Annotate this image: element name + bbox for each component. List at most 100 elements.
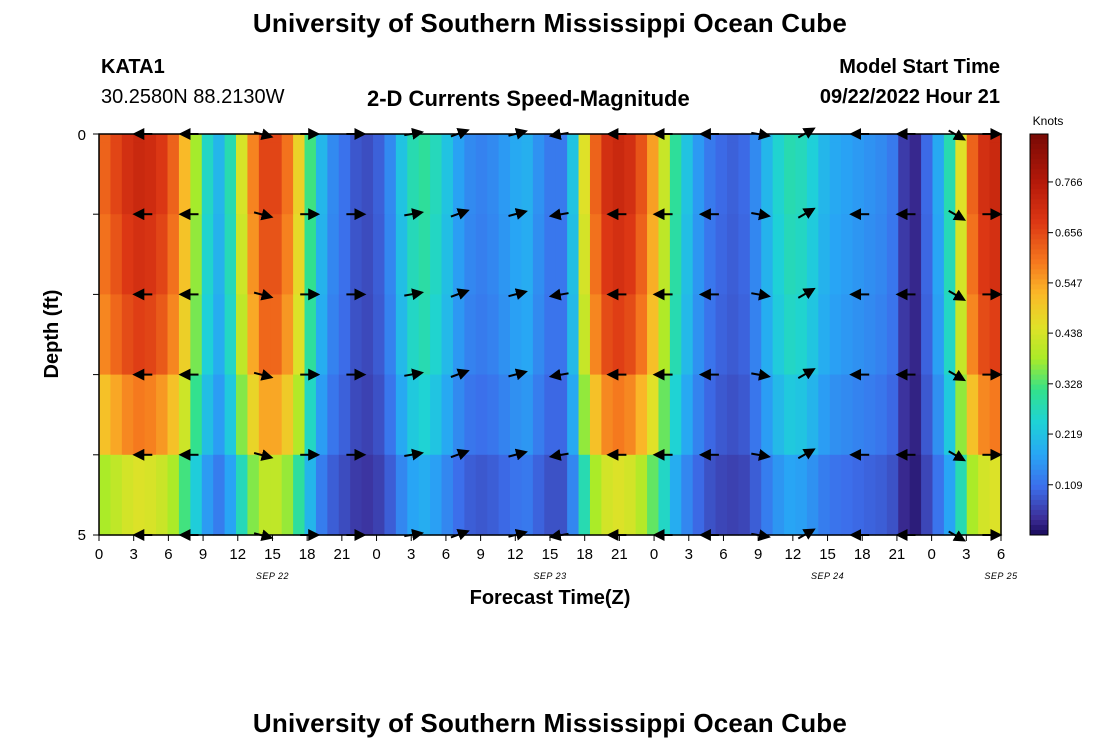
heat-cell [829,142,842,215]
current-vector-arrow [797,207,816,219]
heat-cell [133,454,146,536]
heat-cell [966,134,979,143]
heat-cell [224,142,237,215]
heat-cell [110,454,123,536]
heat-cell [395,134,408,143]
heat-cell [498,134,511,143]
x-tick-label: 6 [442,546,450,563]
x-tick-label: 18 [299,546,316,563]
x-tick-label: 12 [229,546,246,563]
heat-cell [578,374,591,456]
heat-cell [624,454,637,536]
heat-cell [863,134,877,143]
colorbar-segment [1030,254,1048,260]
heat-cell [795,454,808,536]
colorbar-segment [1030,144,1048,150]
current-vector-arrow [253,449,274,461]
heat-cell [258,374,271,456]
heat-cell [213,214,226,295]
heat-cell [589,294,602,376]
colorbar-segment [1030,439,1048,446]
heat-cell [521,142,534,215]
heat-cell [121,454,134,536]
current-vector-arrow [404,368,425,381]
colorbar-segment [1030,294,1048,300]
heat-cell [784,134,797,143]
heat-cell [464,142,477,215]
colorbar-segment [1030,334,1048,341]
heat-cell [704,374,717,456]
x-tick-label: 6 [164,546,172,563]
heat-cell [921,142,934,215]
colorbar-segment [1030,279,1048,285]
heat-cell [407,142,420,215]
x-tick-label: 3 [130,546,138,563]
x-tick-label: 0 [372,546,380,563]
x-tick-label: 3 [962,546,970,563]
heat-cell [281,142,294,215]
heat-cell [327,214,340,295]
heat-cell [921,454,934,536]
heat-cell [589,214,602,295]
heat-cell [589,134,602,143]
current-vector-arrow [450,288,470,300]
heat-cell [498,294,511,376]
heat-cell [430,454,443,536]
heat-cell [395,214,408,295]
colorbar-segment [1030,454,1048,461]
heat-cell [989,294,1002,376]
heat-cell [601,374,614,456]
heat-cell [395,454,408,536]
heat-cell [943,294,956,376]
heat-cell [612,374,625,456]
heat-cell [133,142,146,215]
colorbar-segment [1030,349,1048,356]
heat-cell [464,214,477,295]
heat-cell [464,454,477,536]
heat-cell [441,134,454,143]
heat-cell [829,214,842,295]
heat-cell [726,454,739,536]
current-vector-arrow [548,449,569,461]
heat-cell [989,142,1002,215]
heat-cell [270,294,283,376]
heat-cell [726,134,739,143]
heat-cell [704,294,717,376]
heat-cell [818,142,831,215]
current-vector-arrow [450,208,470,220]
heat-cell [589,374,602,456]
heat-cell [452,294,465,376]
heat-cell [955,294,968,376]
colorbar-segment [1030,414,1048,421]
heat-cell [635,454,648,536]
heat-cell [898,214,911,295]
heat-cell [966,294,979,376]
heat-cell [293,142,306,215]
heat-cell [738,454,751,536]
heat-cell [510,142,523,215]
heat-cell [361,214,374,295]
heat-cell [943,454,956,536]
heat-cell [373,134,386,143]
colorbar-segment [1030,339,1048,346]
colorbar-segment [1030,194,1048,200]
heat-cell [578,454,591,536]
heat-cell [532,214,545,295]
heat-cell [932,142,945,215]
colorbar-segment [1030,449,1048,456]
heat-cell [110,142,123,215]
colorbar-segment [1030,354,1048,361]
heat-cell [726,294,739,376]
heat-cell [201,454,214,536]
heat-cell [236,142,249,215]
heat-cell [395,374,408,456]
heat-cell [441,294,454,376]
heat-cell [841,374,854,456]
heat-cell [441,374,454,456]
heat-cell [909,134,922,143]
heat-cell [407,374,420,456]
heat-cell [224,294,237,376]
heat-cell [144,454,157,536]
colorbar-frame [1029,133,1049,536]
heat-cell [178,374,191,456]
